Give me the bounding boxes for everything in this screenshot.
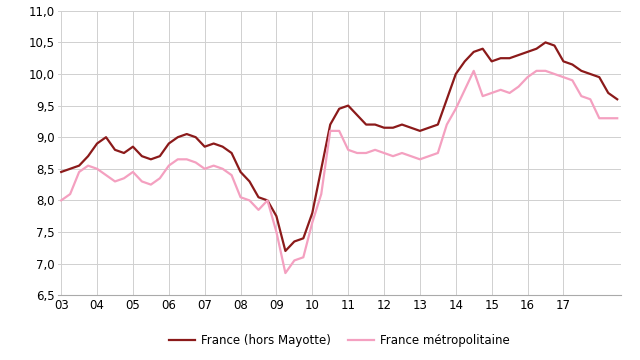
France (hors Mayotte) xyxy=(613,97,621,102)
France (hors Mayotte) xyxy=(326,122,334,127)
France (hors Mayotte) xyxy=(282,249,289,253)
France métropolitaine xyxy=(613,116,621,120)
France (hors Mayotte) xyxy=(344,103,352,108)
France (hors Mayotte) xyxy=(58,170,65,174)
France (hors Mayotte) xyxy=(604,91,612,95)
France (hors Mayotte) xyxy=(541,40,549,45)
France métropolitaine xyxy=(228,173,236,177)
Legend: France (hors Mayotte), France métropolitaine: France (hors Mayotte), France métropolit… xyxy=(164,329,515,352)
France métropolitaine xyxy=(282,271,289,275)
France (hors Mayotte) xyxy=(210,141,218,146)
Line: France (hors Mayotte): France (hors Mayotte) xyxy=(61,42,617,251)
France métropolitaine xyxy=(326,129,334,133)
France métropolitaine xyxy=(344,148,352,152)
France métropolitaine xyxy=(470,69,477,73)
Line: France métropolitaine: France métropolitaine xyxy=(61,71,617,273)
France métropolitaine xyxy=(452,107,460,111)
France (hors Mayotte) xyxy=(228,151,236,155)
France métropolitaine xyxy=(604,116,612,120)
France métropolitaine xyxy=(210,163,218,168)
France (hors Mayotte) xyxy=(452,72,460,76)
France métropolitaine xyxy=(58,198,65,203)
